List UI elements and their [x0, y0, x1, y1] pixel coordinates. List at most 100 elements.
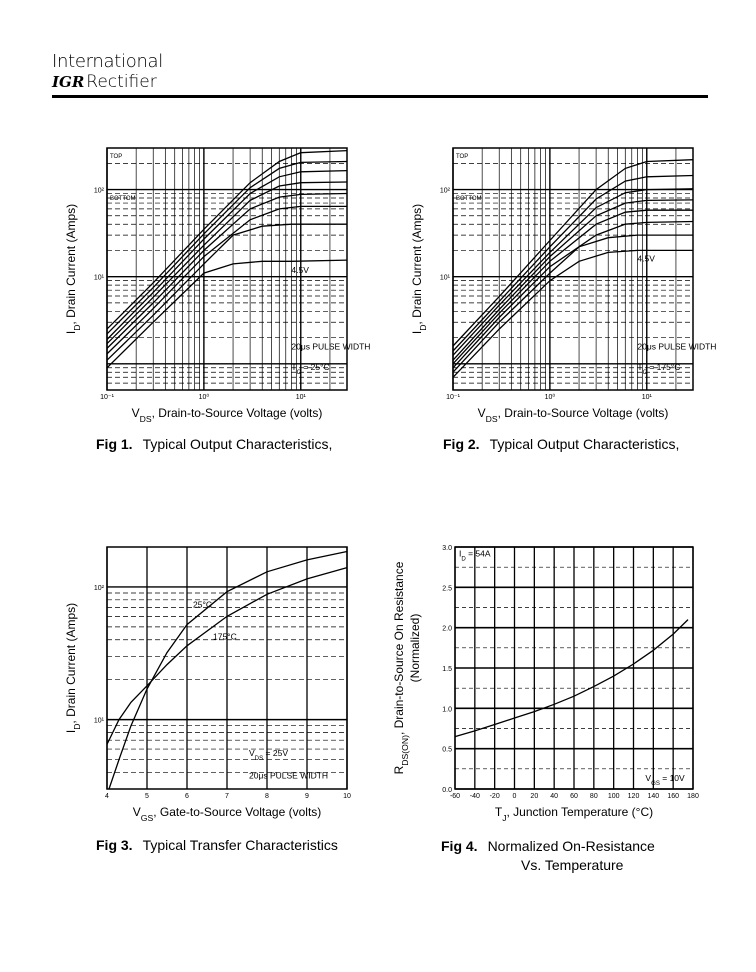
- header-rule: [52, 95, 708, 98]
- x-tick-label: 20: [530, 793, 538, 800]
- series-line-7: [106, 160, 348, 335]
- x-tick-label: 60: [570, 793, 578, 800]
- x-axis-label: TJ, Junction Temperature (°C): [495, 805, 653, 823]
- y-tick-label: 10¹: [440, 275, 451, 282]
- company-name-line2: Rectifier: [86, 72, 157, 92]
- y-tick-label: 10¹: [94, 275, 105, 282]
- annotation-2: VGS = 10V: [645, 773, 685, 787]
- y-tick-label: 0.5: [442, 747, 452, 754]
- grid: [454, 546, 694, 790]
- x-tick-label: 10: [343, 793, 351, 800]
- legend-top-label: TOP: [110, 154, 122, 160]
- x-tick-label: 160: [667, 793, 679, 800]
- series-line-3: [106, 205, 347, 355]
- annotation-4: 20μs PULSE WIDTH: [249, 770, 328, 780]
- series-line-4: [452, 209, 693, 365]
- x-axis-label: VDS, Drain-to-Source Voltage (volts): [132, 406, 323, 424]
- grid: [106, 546, 348, 790]
- y-tick-label: 2.0: [442, 626, 452, 633]
- x-tick-label: 180: [687, 793, 699, 800]
- series-line-1: [452, 249, 693, 378]
- annotation-3: TC = 25°C: [291, 362, 329, 376]
- x-tick-label: 7: [225, 793, 229, 800]
- annotation-2: 20μs PULSE WIDTH: [637, 342, 716, 352]
- y-axis-label: ID, Drain Current (Amps): [64, 204, 82, 334]
- plot-frame: [106, 546, 348, 790]
- series-line-8: [452, 159, 694, 347]
- annotation-1: 4.5V: [291, 265, 309, 275]
- x-tick-label: 6: [185, 793, 189, 800]
- y-tick-label: 10¹: [94, 718, 105, 725]
- y-tick-label: 10²: [94, 585, 105, 592]
- y-tick-label: 10²: [94, 188, 105, 195]
- y-tick-label: 0.0: [442, 787, 452, 794]
- series-line-1: [108, 550, 348, 790]
- x-axis-label: VGS, Gate-to-Source Voltage (volts): [133, 805, 322, 823]
- x-tick-label: 10¹: [642, 394, 653, 401]
- series-line-4: [106, 192, 348, 349]
- annotation-1: 4.5V: [637, 253, 655, 263]
- series-line-5: [452, 199, 694, 361]
- x-tick-label: 5: [145, 793, 149, 800]
- fig2-caption: Fig 2. Typical Output Characteristics,: [443, 436, 680, 452]
- y-axis-label-2: (Normalized): [408, 614, 422, 683]
- y-tick-label: 3.0: [442, 545, 452, 552]
- x-tick-label: 4: [105, 793, 109, 800]
- fig4-caption: Fig 4. Normalized On-Resistance: [441, 838, 655, 854]
- x-tick-label: -20: [490, 793, 500, 800]
- series-line-2: [106, 223, 347, 361]
- y-tick-label: 2.5: [442, 585, 452, 592]
- x-tick-label: 10⁰: [545, 393, 556, 401]
- x-tick-label: 8: [265, 793, 269, 800]
- x-tick-label: 80: [590, 793, 598, 800]
- fig3-caption: Fig 3. Typical Transfer Characteristics: [96, 837, 338, 853]
- series-line-7: [452, 174, 694, 352]
- series-line-6: [106, 169, 348, 340]
- x-tick-label: 100: [608, 793, 620, 800]
- x-tick-label: 0: [513, 793, 517, 800]
- x-tick-label: 10⁻¹: [446, 394, 460, 401]
- y-axis-label: RDS(ON), Drain-to-Source On Resistance: [392, 561, 410, 774]
- y-tick-label: 1.5: [442, 666, 452, 673]
- x-tick-label: -40: [470, 793, 480, 800]
- x-tick-label: -60: [450, 793, 460, 800]
- series-line-1: [106, 259, 348, 369]
- legend-bottom-label: BOTTOM: [110, 196, 136, 202]
- x-tick-label: 9: [305, 793, 309, 800]
- legend-top-label: TOP: [456, 154, 468, 160]
- y-axis-label: ID, Drain Current (Amps): [410, 204, 428, 334]
- plot-frame: [106, 147, 348, 391]
- annotation-3: TC = 175°C: [637, 362, 680, 376]
- chart-2: 10⁻¹ 10⁰ 10¹ 10¹ 10² VDS, Drain-to-Source Vol…: [410, 147, 716, 424]
- annotation-2: 175°C: [213, 632, 237, 642]
- chart-3: 4 5 6 7 8 9 10 10¹ 10² VGS, Gate-to-Source Voltag…: [64, 546, 351, 823]
- plot-frame: [452, 147, 694, 391]
- x-tick-label: 10⁰: [199, 393, 210, 401]
- x-tick-label: 10⁻¹: [100, 394, 114, 401]
- series-line-5: [106, 181, 348, 345]
- series-line-8: [106, 149, 348, 330]
- igr-logo: IGR: [52, 73, 85, 91]
- series-line-6: [452, 188, 694, 356]
- company-name-line1: International: [52, 51, 163, 72]
- x-tick-label: 140: [647, 793, 659, 800]
- grid: [452, 147, 694, 391]
- grid: [106, 147, 348, 391]
- x-tick-label: 40: [550, 793, 558, 800]
- x-tick-label: 10¹: [296, 394, 307, 401]
- y-axis-label: ID, Drain Current (Amps): [64, 603, 82, 733]
- company-logo: International IGR Rectifier: [52, 51, 163, 93]
- series-line-1: [454, 619, 689, 738]
- y-tick-label: 1.0: [442, 706, 452, 713]
- series-line-3: [452, 220, 694, 369]
- annotation-1: ID = 54A: [459, 549, 491, 563]
- annotation-1: 25°C: [193, 599, 212, 609]
- legend-bottom-label: BOTTOM: [456, 196, 482, 202]
- annotation-2: 20μs PULSE WIDTH: [291, 342, 370, 352]
- y-tick-label: 10²: [440, 188, 451, 195]
- plot-frame: [454, 546, 694, 790]
- fig4-caption-line2: Vs. Temperature: [521, 857, 624, 873]
- x-tick-label: 120: [628, 793, 640, 800]
- chart-1: 10⁻¹ 10⁰ 10¹ 10¹ 10² VDS, Drain-to-Source Vol…: [64, 147, 370, 424]
